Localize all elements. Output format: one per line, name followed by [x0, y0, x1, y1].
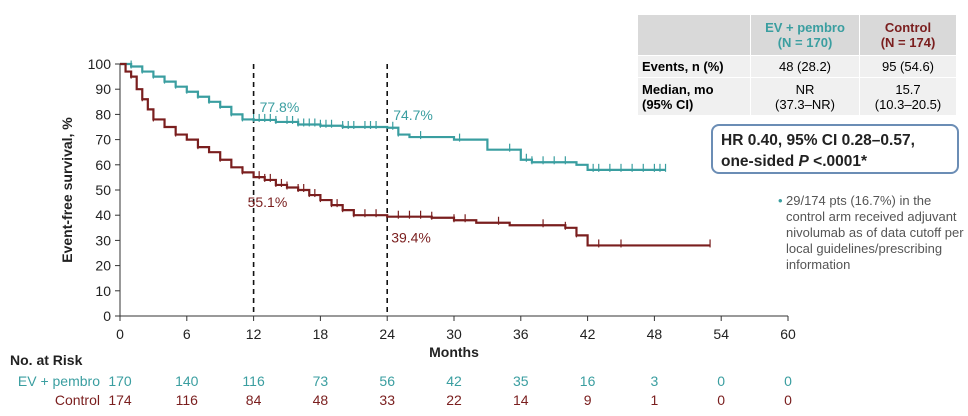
risk-count: 56: [379, 373, 395, 389]
risk-row-label: EV + pembro: [18, 373, 100, 389]
risk-count: 9: [584, 392, 592, 408]
y-tick-label: 10: [95, 283, 111, 299]
summary-events-label: Events, n (%): [637, 55, 751, 78]
risk-count: 116: [176, 392, 199, 408]
y-tick-label: 100: [88, 56, 112, 72]
risk-count: 35: [513, 373, 529, 389]
y-tick-label: 80: [95, 106, 111, 122]
summary-header-control: Control (N = 174): [859, 14, 957, 56]
risk-count: 0: [717, 392, 725, 408]
risk-count: 73: [313, 373, 329, 389]
risk-count: 0: [784, 373, 792, 389]
x-tick-label: 0: [116, 326, 124, 342]
summary-median-ev: NR (37.3–NR): [750, 77, 860, 116]
hazard-ratio-line1: HR 0.40, 95% CI 0.28–0.57,: [721, 132, 915, 149]
risk-table-title: No. at Risk: [10, 352, 83, 368]
x-tick-label: 48: [647, 326, 663, 342]
y-tick-label: 90: [95, 81, 111, 97]
x-tick-label: 54: [713, 326, 729, 342]
risk-count: 22: [446, 392, 462, 408]
risk-count: 170: [108, 373, 132, 389]
risk-count: 0: [717, 373, 725, 389]
risk-count: 14: [513, 392, 529, 408]
summary-events-control: 95 (54.6): [859, 55, 957, 78]
x-tick-label: 6: [183, 326, 191, 342]
x-tick-label: 36: [513, 326, 529, 342]
y-tick-label: 60: [95, 157, 111, 173]
summary-header-ev: EV + pembro (N = 170): [750, 14, 860, 56]
risk-count: 140: [175, 373, 199, 389]
x-tick-label: 12: [246, 326, 262, 342]
km-curve-control: [120, 62, 711, 247]
annotation-label: 77.8%: [260, 99, 300, 115]
risk-count: 0: [784, 392, 792, 408]
risk-count: 16: [580, 373, 596, 389]
annotation-label: 74.7%: [393, 107, 433, 123]
footnote-text: 29/174 pts (16.7%) in the control arm re…: [786, 193, 964, 272]
y-tick-label: 70: [95, 132, 111, 148]
summary-events-ev: 48 (28.2): [750, 55, 860, 78]
risk-count: 84: [246, 392, 262, 408]
risk-count: 1: [651, 392, 659, 408]
bullet-icon: •: [778, 193, 783, 208]
risk-count: 48: [313, 392, 329, 408]
x-tick-label: 60: [780, 326, 796, 342]
y-tick-label: 40: [95, 207, 111, 223]
y-tick-label: 50: [95, 182, 111, 198]
x-tick-label: 30: [446, 326, 462, 342]
annotation-label: 55.1%: [248, 194, 288, 210]
annotation-label: 39.4%: [391, 230, 431, 246]
risk-count: 3: [651, 373, 659, 389]
y-tick-label: 20: [95, 258, 111, 274]
hazard-ratio-line2: one-sided P <.0001*: [721, 153, 868, 170]
summary-table: EV + pembro (N = 170) Control (N = 174) …: [637, 14, 957, 116]
risk-count: 174: [108, 392, 132, 408]
y-axis-label: Event-free survival, %: [59, 117, 75, 263]
risk-row-label: Control: [55, 392, 100, 408]
summary-median-control: 15.7 (10.3–20.5): [859, 77, 957, 116]
footnote: • 29/174 pts (16.7%) in the control arm …: [778, 193, 966, 273]
y-tick-label: 30: [95, 232, 111, 248]
summary-median-label: Median, mo (95% CI): [637, 77, 751, 116]
risk-count: 42: [446, 373, 462, 389]
y-tick-label: 0: [103, 308, 111, 324]
risk-count: 33: [379, 392, 395, 408]
x-tick-label: 18: [313, 326, 329, 342]
hazard-ratio-box: HR 0.40, 95% CI 0.28–0.57, one-sided P <…: [711, 124, 959, 174]
x-tick-label: 42: [580, 326, 596, 342]
x-axis-label: Months: [429, 344, 479, 360]
summary-header-blank: [637, 14, 751, 56]
risk-count: 116: [242, 373, 265, 389]
x-tick-label: 24: [379, 326, 395, 342]
